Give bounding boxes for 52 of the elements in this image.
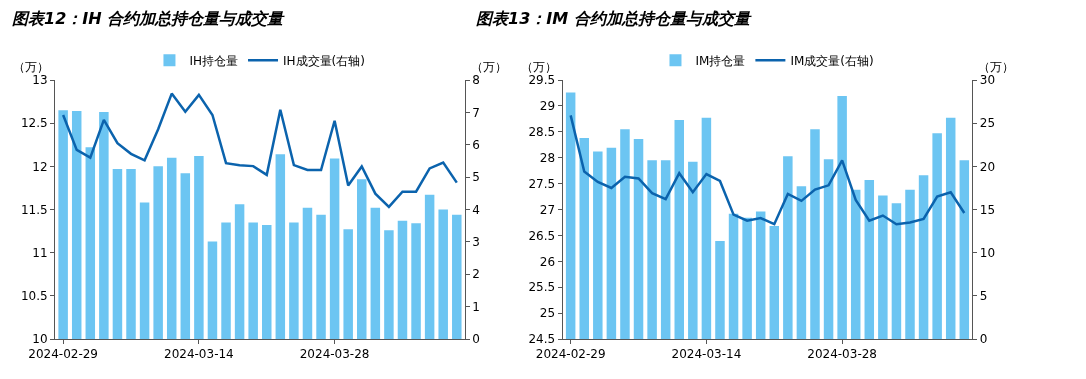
y-tick-label: 10.5 — [20, 289, 48, 304]
y-tick-label: 28 — [539, 150, 556, 165]
y2-tick-label: 5 — [472, 170, 480, 185]
chart-title: 图表13：IM 合约加总持仓量与成交量 — [476, 9, 752, 28]
y-tick-label: 26.5 — [528, 228, 556, 243]
legend-label: IM持仓量 — [695, 54, 746, 68]
y-tick-label: 27.5 — [528, 176, 556, 191]
y-tick-label: 12.5 — [20, 116, 48, 131]
y2-axis-title: （万） — [471, 60, 507, 74]
y2-tick-label: 2 — [472, 267, 480, 282]
y2-tick-label: 3 — [472, 235, 480, 250]
y-tick-label: 25 — [539, 306, 556, 321]
chart-title: 图表12：IH 合约加总持仓量与成交量 — [12, 9, 286, 28]
x-tick-label: 2024-02-29 — [535, 347, 606, 362]
y-axis-title: （万） — [13, 60, 49, 74]
y-axis-title: （万） — [521, 60, 557, 74]
x-tick-label: 2024-03-14 — [671, 347, 742, 362]
y-tick-label: 25.5 — [528, 280, 556, 295]
y-tick-label: 10 — [32, 332, 48, 347]
x-tick-label: 2024-03-28 — [299, 347, 370, 362]
x-tick-label: 2024-03-14 — [164, 347, 234, 362]
y2-tick-label: 6 — [472, 137, 480, 152]
y2-tick-label: 20 — [979, 159, 996, 174]
y-tick-label: 28.5 — [528, 125, 556, 139]
legend-label: IH持仓量 — [189, 54, 239, 68]
y2-tick-label: 30 — [979, 73, 996, 88]
x-tick-label: 2024-03-28 — [807, 347, 878, 362]
legend-label: IH成交量(右轴) — [283, 54, 365, 68]
x-tick-label: 2024-02-29 — [28, 347, 99, 362]
y-tick-label: 27 — [539, 202, 556, 217]
y2-tick-label: 25 — [979, 116, 996, 131]
y2-tick-label: 5 — [979, 289, 988, 304]
y2-tick-label: 1 — [472, 299, 480, 314]
y2-tick-label: 0 — [472, 332, 480, 347]
y-tick-label: 29 — [539, 99, 556, 114]
y-tick-label: 12 — [32, 159, 48, 174]
line-series — [61, 92, 459, 209]
y2-tick-label: 4 — [472, 202, 480, 217]
y-tick-label: 13 — [32, 73, 48, 88]
y-tick-label: 24.5 — [528, 332, 556, 347]
y2-tick-label: 0 — [979, 332, 988, 347]
y-tick-label: 29.5 — [528, 73, 556, 88]
y2-axis-title: （万） — [978, 60, 1014, 74]
y2-tick-label: 15 — [979, 202, 996, 217]
y2-tick-label: 10 — [979, 245, 996, 260]
line-series — [569, 114, 966, 226]
y-tick-label: 11.5 — [20, 202, 48, 217]
y-tick-label: 11 — [32, 245, 48, 260]
y2-tick-label: 8 — [472, 73, 480, 88]
y-tick-label: 26 — [539, 254, 556, 269]
legend-label: IM成交量(右轴) — [790, 54, 874, 68]
y2-tick-label: 7 — [472, 105, 480, 120]
